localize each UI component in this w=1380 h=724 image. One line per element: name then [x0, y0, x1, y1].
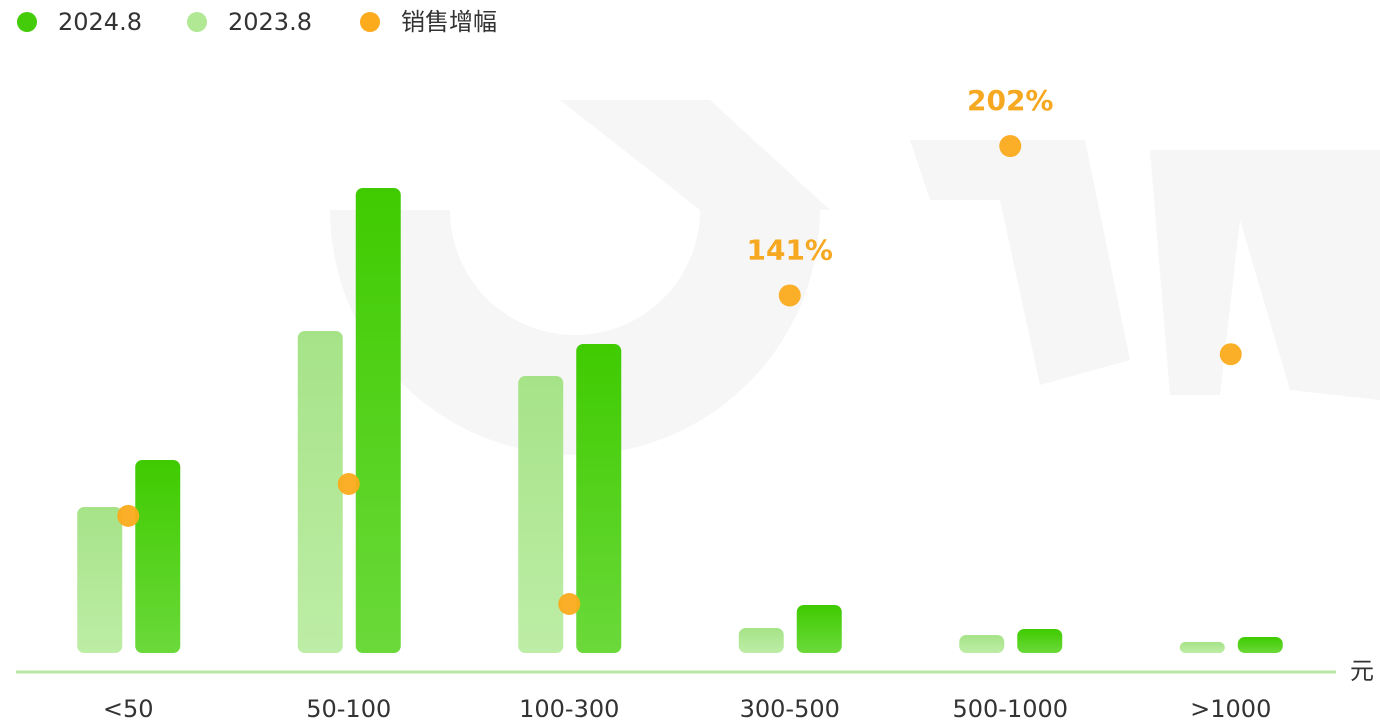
bar [1179, 642, 1225, 653]
bar [959, 635, 1005, 653]
growth-dot [558, 593, 581, 616]
bar [355, 188, 401, 653]
bar [518, 376, 564, 653]
bar [1237, 637, 1283, 653]
legend-label: 销售增幅 [401, 8, 497, 36]
bar [576, 344, 622, 653]
bar [135, 460, 181, 653]
x-tick-label: <50 [103, 695, 154, 723]
bar [77, 507, 123, 653]
bar [1017, 629, 1063, 653]
bar [738, 628, 784, 653]
growth-dot [778, 284, 801, 307]
x-tick-label: 300-500 [740, 695, 840, 723]
growth-dot [337, 473, 360, 496]
x-tick-label: 100-300 [519, 695, 619, 723]
data-label: 202% [967, 84, 1054, 117]
legend-swatch [17, 12, 37, 32]
bar [796, 605, 842, 653]
legend-label: 2024.8 [58, 8, 142, 36]
legend-swatch [187, 12, 207, 32]
growth-dot [1219, 343, 1242, 366]
x-axis-label: 元 [1350, 657, 1374, 685]
legend-label: 2023.8 [228, 8, 312, 36]
growth-dot [117, 504, 140, 527]
growth-dot [999, 135, 1022, 158]
x-tick-label: >1000 [1190, 695, 1271, 723]
x-tick-label: 50-100 [306, 695, 391, 723]
data-label: 141% [746, 233, 833, 266]
watermark [330, 100, 1380, 455]
legend-swatch [360, 12, 380, 32]
bar [297, 331, 343, 653]
x-tick-label: 500-1000 [952, 695, 1068, 723]
